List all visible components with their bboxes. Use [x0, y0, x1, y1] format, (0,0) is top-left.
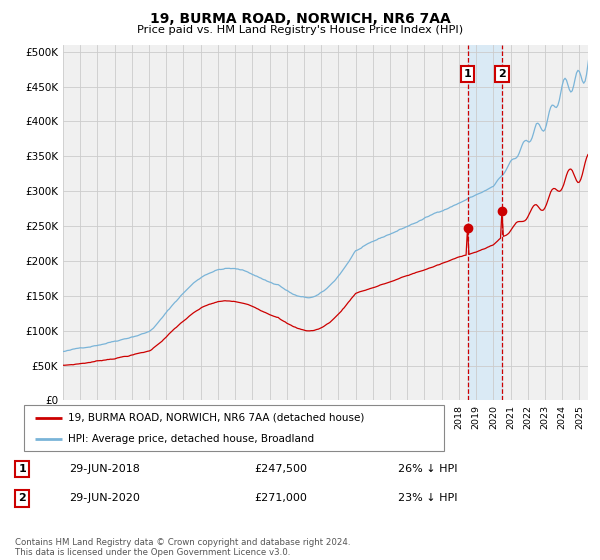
Text: Contains HM Land Registry data © Crown copyright and database right 2024.
This d: Contains HM Land Registry data © Crown c…	[15, 538, 350, 557]
FancyBboxPatch shape	[24, 405, 444, 451]
Bar	[467, 45, 502, 400]
Text: 19, BURMA ROAD, NORWICH, NR6 7AA: 19, BURMA ROAD, NORWICH, NR6 7AA	[149, 12, 451, 26]
Text: Price paid vs. HM Land Registry's House Price Index (HPI): Price paid vs. HM Land Registry's House …	[137, 25, 463, 35]
Text: 1: 1	[464, 69, 472, 79]
Text: 26% ↓ HPI: 26% ↓ HPI	[398, 464, 457, 474]
Text: £271,000: £271,000	[254, 493, 307, 503]
Text: 2: 2	[498, 69, 506, 79]
Text: 29-JUN-2018: 29-JUN-2018	[70, 464, 140, 474]
Text: 1: 1	[19, 464, 26, 474]
Text: 19, BURMA ROAD, NORWICH, NR6 7AA (detached house): 19, BURMA ROAD, NORWICH, NR6 7AA (detach…	[68, 413, 364, 423]
Text: £247,500: £247,500	[254, 464, 307, 474]
Text: 2: 2	[19, 493, 26, 503]
Text: 29-JUN-2020: 29-JUN-2020	[70, 493, 140, 503]
Text: HPI: Average price, detached house, Broadland: HPI: Average price, detached house, Broa…	[68, 434, 314, 444]
Text: 23% ↓ HPI: 23% ↓ HPI	[398, 493, 457, 503]
